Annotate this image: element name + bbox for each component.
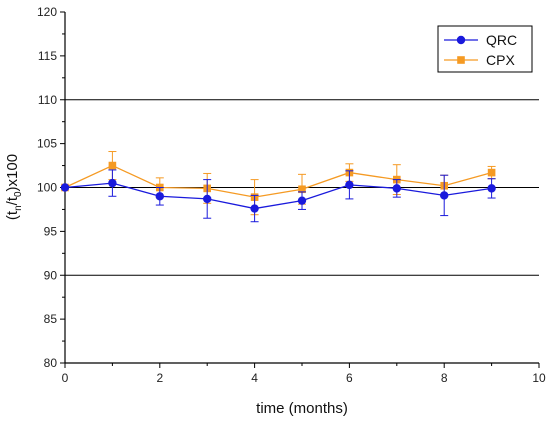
y-tick-label: 105: [37, 137, 57, 151]
data-point: [155, 192, 164, 201]
legend-marker: [456, 35, 466, 45]
data-point: [392, 184, 401, 193]
series-line: [64, 182, 492, 210]
legend-box: [437, 25, 533, 73]
legend-label: CPX: [486, 52, 515, 68]
data-point: [440, 191, 449, 200]
data-point: [203, 194, 212, 204]
y-tick-label: 100: [37, 181, 57, 195]
x-tick-label: 8: [441, 371, 448, 385]
data-point: [487, 184, 496, 193]
y-tick-label: 115: [38, 49, 57, 63]
data-point: [297, 196, 307, 205]
data-point: [487, 168, 496, 177]
data-point: [108, 178, 117, 188]
legend: QRC CPX: [437, 25, 533, 73]
ticks: 80 85 90 95 100 105 110 115 120 0 2 4 6 8 10: [37, 5, 546, 385]
legend-marker: [457, 56, 465, 64]
data-point: [250, 204, 259, 213]
x-axis-title: time (months): [256, 400, 348, 417]
series-layer: [60, 151, 496, 223]
y-tick-label: 95: [44, 224, 58, 238]
y-axis-title: (tn/t0)x100: [4, 154, 24, 220]
data-point: [108, 161, 117, 170]
y-tick-label: 80: [44, 356, 58, 370]
y-tick-label: 120: [37, 5, 57, 19]
legend-label: QRC: [486, 32, 517, 48]
x-tick-label: 0: [62, 371, 69, 385]
x-tick-label: 4: [251, 371, 258, 385]
x-tick-label: 6: [346, 371, 353, 385]
series-line: [64, 164, 492, 198]
data-point: [345, 180, 354, 190]
x-tick-label: 10: [532, 371, 546, 385]
y-tick-label: 90: [44, 268, 58, 282]
data-point: [298, 185, 306, 194]
x-tick-label: 2: [156, 371, 163, 385]
data-point: [60, 183, 70, 192]
y-tick-label: 110: [38, 93, 57, 107]
series-qrc: [60, 169, 496, 223]
y-tick-label: 85: [44, 312, 58, 326]
